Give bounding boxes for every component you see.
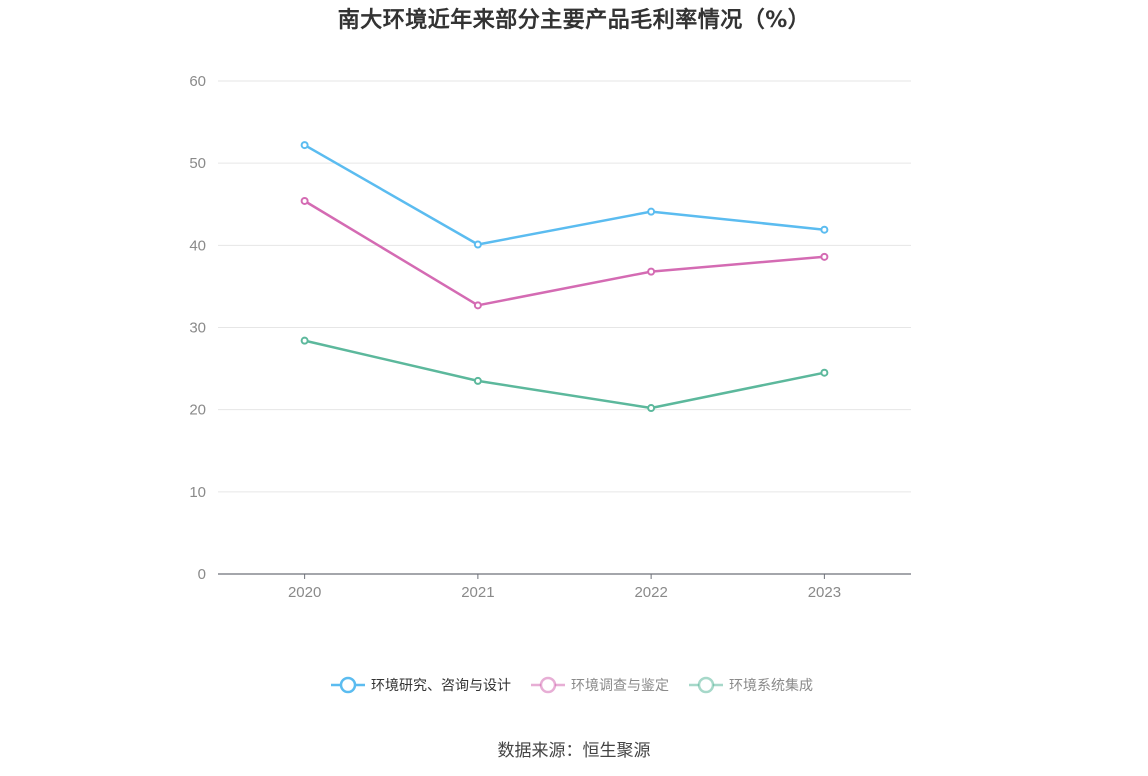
legend-item-0[interactable]: 环境研究、咨询与设计 xyxy=(331,676,511,694)
data-point[interactable] xyxy=(473,240,482,249)
y-tick-label: 40 xyxy=(189,237,206,254)
legend: 环境研究、咨询与设计 环境调查与鉴定 环境系统集成 xyxy=(331,676,813,694)
x-tick-label: 2020 xyxy=(288,584,321,601)
data-point[interactable] xyxy=(473,301,482,310)
y-tick-label: 50 xyxy=(189,155,206,172)
series-group xyxy=(300,141,829,413)
data-point[interactable] xyxy=(473,376,482,385)
data-point[interactable] xyxy=(820,252,829,261)
data-source-note: 数据来源：恒生聚源 xyxy=(497,741,651,761)
series-line-0 xyxy=(303,144,825,246)
y-tick-label: 10 xyxy=(189,484,206,501)
x-tick-label: 2021 xyxy=(461,584,494,601)
legend-label: 环境系统集成 xyxy=(729,677,813,694)
y-tick-label: 60 xyxy=(189,73,206,90)
data-point[interactable] xyxy=(300,141,309,150)
series-line-2 xyxy=(304,339,825,410)
legend-label: 环境研究、咨询与设计 xyxy=(371,678,511,694)
y-axis: 0 10 20 30 40 50 60 xyxy=(189,73,206,583)
legend-marker-icon xyxy=(697,676,715,694)
data-point[interactable] xyxy=(820,368,829,377)
y-tick-label: 20 xyxy=(189,402,206,419)
legend-marker-icon xyxy=(539,676,557,694)
y-tick-label: 0 xyxy=(198,566,206,583)
legend-item-1[interactable]: 环境调查与鉴定 xyxy=(531,676,669,694)
chart-title: 南大环境近年来部分主要产品毛利率情况（%） xyxy=(337,8,811,33)
data-point[interactable] xyxy=(300,196,309,205)
data-point[interactable] xyxy=(647,404,656,413)
data-point[interactable] xyxy=(820,225,829,234)
legend-label: 环境调查与鉴定 xyxy=(571,678,669,694)
legend-item-2[interactable]: 环境系统集成 xyxy=(689,676,813,694)
legend-marker-icon xyxy=(339,676,357,694)
grid-lines xyxy=(218,80,911,493)
x-tick-label: 2023 xyxy=(808,584,841,601)
x-axis: 2020 2021 2022 2023 xyxy=(218,573,911,601)
data-point[interactable] xyxy=(647,207,656,216)
x-tick-label: 2022 xyxy=(634,584,667,601)
data-point[interactable] xyxy=(647,267,656,276)
data-point[interactable] xyxy=(300,336,309,345)
series-line-1 xyxy=(303,199,825,307)
y-tick-label: 30 xyxy=(189,320,206,337)
